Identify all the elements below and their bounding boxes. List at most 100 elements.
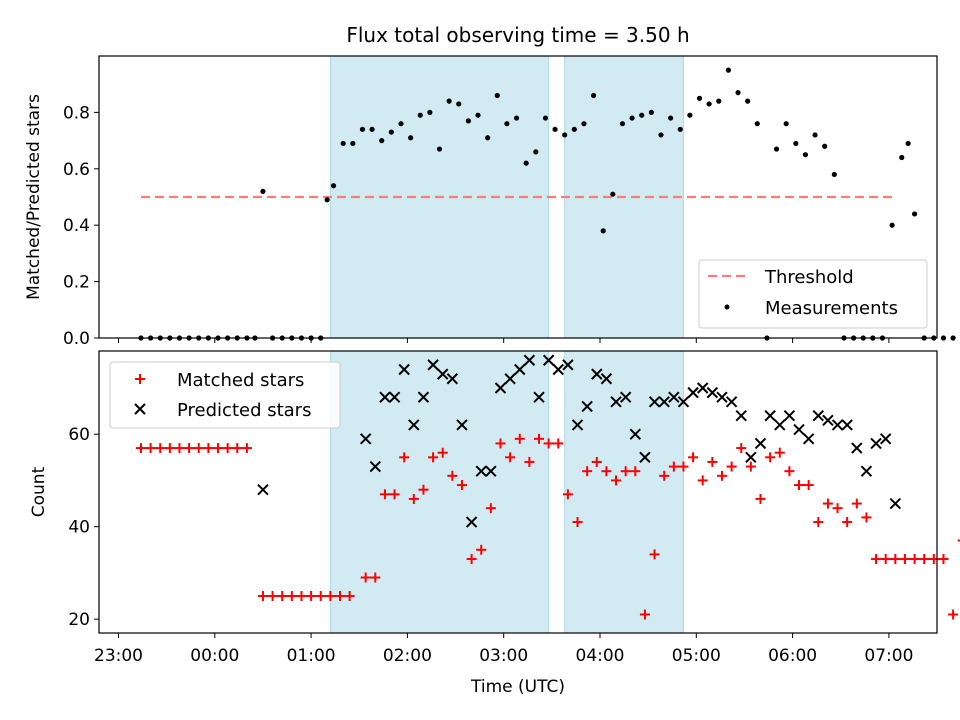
legend-measurements-swatch: [724, 304, 730, 310]
measurement-point: [668, 115, 674, 121]
matched-star-point: [325, 591, 336, 602]
matched-star-point: [765, 452, 776, 463]
matched-star-point: [948, 609, 959, 620]
matched-star-point: [437, 447, 448, 458]
predicted-star-point: [706, 386, 719, 399]
matched-star-point: [418, 484, 429, 495]
top-plot-frame: [98, 55, 938, 339]
cross-stroke: [860, 465, 873, 477]
measurement-point: [456, 101, 462, 107]
cross-stroke: [417, 391, 430, 403]
measurement-point: [379, 138, 385, 144]
matched-star-point: [379, 489, 390, 500]
predicted-star-point: [783, 410, 796, 422]
cross-stroke: [552, 363, 564, 376]
measurement-point: [475, 112, 481, 118]
cross-stroke: [369, 460, 382, 473]
cross-stroke: [764, 410, 776, 422]
measurement-point: [350, 140, 356, 147]
cross-stroke: [257, 483, 269, 496]
cross-stroke: [879, 433, 892, 445]
measurement-point: [446, 98, 452, 104]
matched-star-point: [784, 466, 795, 477]
bottom-plot-frame: [98, 350, 938, 634]
measurement-point: [639, 112, 645, 118]
legend-threshold-label: Threshold: [764, 267, 854, 288]
cross-stroke: [851, 442, 863, 454]
cross-stroke: [581, 400, 593, 413]
cross-stroke: [388, 391, 401, 403]
measurement-point: [911, 211, 918, 217]
matched-star-point: [135, 443, 146, 454]
matched-star-point: [155, 443, 166, 454]
measurement-point: [658, 132, 664, 138]
predicted-star-point: [745, 451, 757, 464]
measurement-point: [950, 335, 956, 341]
predicted-star-point: [648, 396, 661, 408]
matched-star-point: [697, 475, 708, 486]
bottom-ytick-label: 60: [68, 425, 90, 445]
measurement-point: [590, 92, 597, 99]
measurement-point: [552, 126, 558, 132]
cross-stroke: [889, 497, 902, 510]
measurement-point: [610, 191, 616, 197]
matched-star-point: [193, 443, 204, 454]
bottom-legend: Matched stars Predicted stars: [109, 361, 341, 429]
matched-star-point: [755, 493, 766, 504]
matched-star-point: [630, 466, 641, 477]
cross-stroke: [725, 396, 738, 408]
predicted-star-point: [485, 465, 497, 477]
matched-star-point: [938, 554, 949, 565]
predicted-star-point: [446, 373, 459, 385]
matched-star-point: [736, 443, 747, 454]
matched-star-point: [145, 443, 156, 454]
measurement-point: [725, 67, 732, 73]
predicted-star-point: [774, 419, 786, 431]
matched-star-point: [726, 461, 737, 472]
measurement-point: [417, 112, 423, 118]
matched-star-point: [184, 443, 195, 454]
cross-stroke: [475, 465, 487, 477]
legend-predicted-label: Predicted stars: [177, 400, 311, 421]
measurement-point: [427, 109, 433, 115]
x-tick-label: 00:00: [190, 646, 239, 666]
matched-star-point: [919, 554, 930, 565]
predicted-star-point: [379, 391, 391, 403]
matched-star-point: [286, 591, 297, 602]
measurement-point: [571, 126, 577, 132]
predicted-star-point: [619, 391, 632, 403]
cross-stroke: [514, 363, 526, 376]
predicted-star-point: [523, 354, 536, 366]
matched-star-point: [241, 443, 252, 454]
predicted-star-point: [764, 410, 776, 422]
cross-stroke: [812, 410, 824, 422]
predicted-star-point: [417, 391, 430, 403]
measurement-point: [716, 98, 722, 104]
cross-stroke: [716, 391, 728, 403]
matched-star-point: [495, 438, 506, 449]
measurement-point: [687, 112, 693, 118]
matched-star-point: [505, 452, 516, 463]
cross-stroke: [822, 414, 834, 427]
predicted-star-point: [716, 391, 728, 403]
predicted-star-point: [831, 419, 844, 431]
chart-title: Flux total observing time = 3.50 h: [346, 23, 689, 47]
cross-stroke: [610, 396, 622, 408]
matched-star-point: [428, 452, 439, 463]
predicted-star-point: [851, 442, 863, 454]
bottom-ytick-label: 20: [68, 610, 90, 630]
measurement-point: [773, 146, 780, 152]
matched-star-point: [164, 443, 175, 454]
matched-star-point: [277, 591, 288, 602]
measurement-point: [513, 115, 520, 121]
matched-star-point: [485, 503, 496, 514]
measurement-point: [581, 121, 587, 127]
matched-star-point: [370, 572, 381, 583]
matched-star-point: [524, 456, 535, 467]
top-legend: Threshold Measurements: [698, 259, 928, 329]
matched-star-point: [315, 591, 326, 602]
matched-star-point: [659, 470, 670, 481]
matched-star-point: [813, 517, 824, 528]
measurement-point: [533, 149, 539, 155]
measurement-point: [369, 126, 375, 132]
